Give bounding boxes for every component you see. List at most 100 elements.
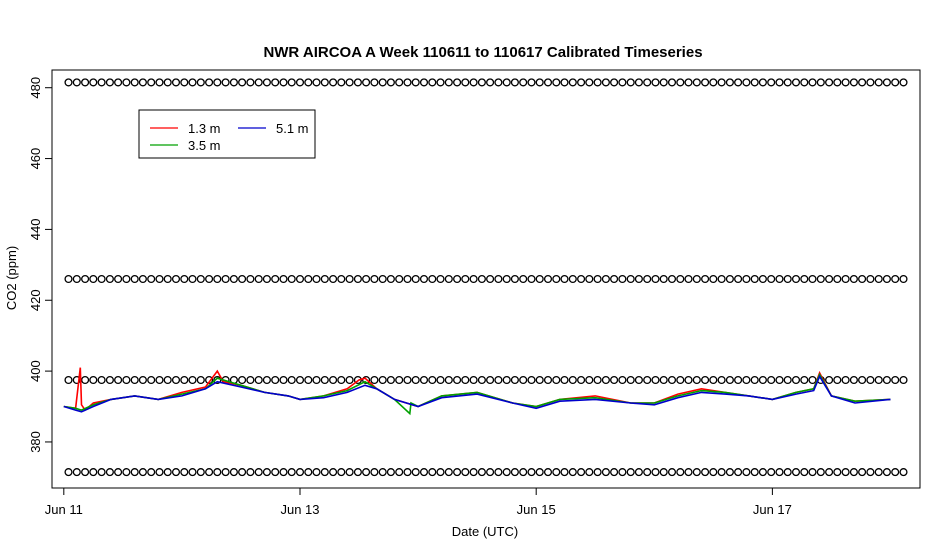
- marker-point: [750, 468, 759, 477]
- marker-point: [519, 468, 528, 477]
- marker-point: [874, 468, 883, 477]
- marker-point: [684, 468, 693, 477]
- marker-point: [378, 274, 387, 284]
- marker-point: [329, 375, 338, 385]
- marker-point: [81, 78, 90, 87]
- marker-point: [899, 468, 908, 477]
- marker-point: [494, 274, 503, 284]
- marker-point: [717, 78, 726, 87]
- marker-point: [486, 468, 495, 477]
- marker-point: [295, 468, 305, 477]
- marker-point: [709, 375, 718, 385]
- marker-point: [114, 468, 123, 477]
- marker-point: [742, 375, 751, 385]
- marker-point: [411, 468, 420, 477]
- marker-point: [816, 274, 825, 284]
- marker-point: [238, 375, 247, 385]
- marker-point: [138, 375, 147, 385]
- marker-point: [295, 274, 305, 284]
- marker-point: [552, 274, 561, 284]
- marker-point: [634, 274, 643, 284]
- marker-point: [701, 375, 710, 385]
- marker-point: [246, 274, 255, 284]
- marker-point: [271, 375, 280, 385]
- marker-point: [634, 375, 643, 385]
- marker-point: [734, 468, 743, 477]
- y-tick-label: 420: [28, 289, 43, 311]
- marker-point: [213, 468, 222, 477]
- marker-point: [312, 78, 321, 87]
- marker-point: [155, 468, 164, 477]
- marker-point: [651, 468, 660, 477]
- marker-point: [444, 274, 453, 284]
- marker-point: [535, 78, 544, 87]
- marker-point: [229, 468, 238, 477]
- marker-point: [428, 468, 437, 477]
- marker-point: [775, 468, 784, 477]
- marker-point: [130, 375, 139, 385]
- marker-point: [312, 274, 321, 284]
- marker-point: [882, 274, 891, 284]
- marker-point: [477, 274, 486, 284]
- marker-point: [816, 468, 825, 477]
- marker-point: [105, 274, 114, 284]
- marker-point: [610, 274, 619, 284]
- marker-point: [345, 274, 354, 284]
- marker-point: [155, 375, 164, 385]
- marker-point: [64, 468, 73, 477]
- marker-point: [329, 468, 338, 477]
- marker-point: [742, 78, 751, 87]
- marker-point: [577, 78, 586, 87]
- legend-label: 5.1 m: [276, 121, 309, 136]
- marker-point: [651, 375, 660, 385]
- marker-point: [767, 375, 776, 385]
- y-tick-label: 440: [28, 219, 43, 241]
- marker-point: [436, 468, 445, 477]
- marker-point: [692, 274, 701, 284]
- marker-point: [734, 375, 743, 385]
- marker-point: [717, 274, 726, 284]
- marker-point: [221, 468, 230, 477]
- marker-point: [138, 468, 147, 477]
- marker-point: [114, 274, 123, 284]
- marker-point: [618, 375, 627, 385]
- marker-point: [519, 375, 528, 385]
- marker-point: [858, 468, 867, 477]
- marker-point: [287, 78, 296, 87]
- marker-point: [849, 78, 858, 87]
- marker-point: [891, 78, 900, 87]
- marker-point: [494, 375, 503, 385]
- marker-point: [585, 468, 594, 477]
- marker-point: [717, 375, 726, 385]
- marker-point: [469, 274, 478, 284]
- marker-point: [262, 468, 271, 477]
- marker-point: [899, 375, 908, 385]
- marker-point: [800, 468, 809, 477]
- marker-point: [238, 274, 247, 284]
- marker-point: [667, 78, 677, 87]
- marker-point: [163, 78, 172, 87]
- marker-point: [262, 274, 271, 284]
- marker-point: [601, 375, 610, 385]
- x-tick-label: Jun 13: [280, 502, 319, 517]
- marker-point: [750, 375, 759, 385]
- marker-point: [419, 274, 429, 284]
- x-tick-label: Jun 15: [517, 502, 556, 517]
- marker-point: [882, 78, 891, 87]
- marker-point: [899, 274, 908, 284]
- marker-point: [800, 78, 809, 87]
- marker-point: [370, 78, 379, 87]
- marker-point: [601, 274, 610, 284]
- marker-point: [196, 468, 205, 477]
- marker-point: [734, 274, 743, 284]
- marker-point: [312, 375, 321, 385]
- marker-point: [849, 468, 858, 477]
- marker-point: [254, 375, 263, 385]
- marker-point: [618, 274, 627, 284]
- marker-point: [81, 468, 90, 477]
- marker-point: [659, 78, 668, 87]
- marker-point: [122, 78, 131, 87]
- marker-point: [527, 468, 536, 477]
- marker-point: [634, 78, 643, 87]
- marker-point: [403, 468, 412, 477]
